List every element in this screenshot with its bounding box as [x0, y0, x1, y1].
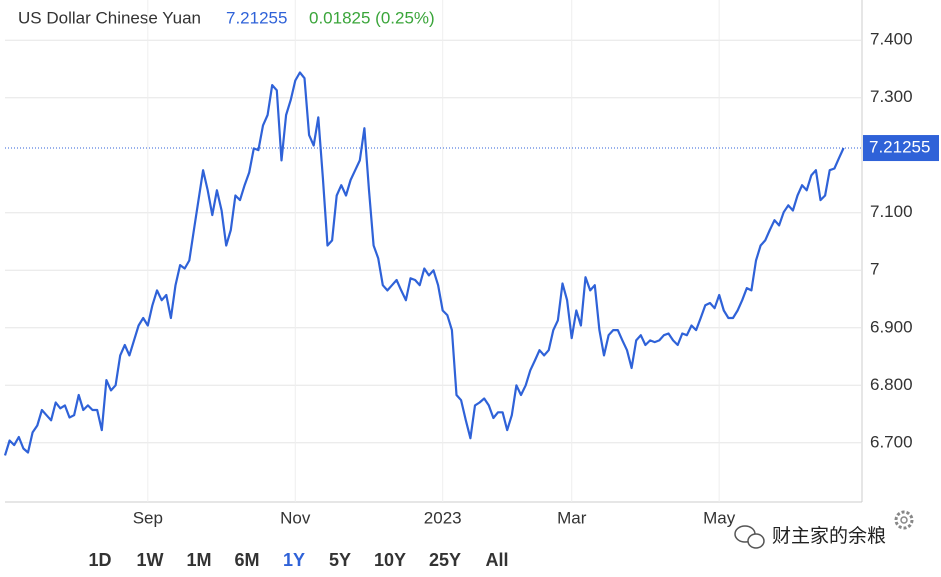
- chart-title: US Dollar Chinese Yuan: [18, 8, 201, 27]
- y-tick-label: 6.900: [870, 317, 913, 336]
- range-button[interactable]: 5Y: [329, 550, 351, 570]
- header-change: 0.01825 (0.25%): [309, 8, 435, 27]
- range-button[interactable]: 1D: [88, 550, 111, 570]
- price-line: [3, 71, 845, 456]
- watermark-text: 财主家的余粮: [772, 525, 886, 547]
- gear-hole[interactable]: [900, 516, 908, 524]
- x-tick-label: May: [703, 508, 736, 527]
- range-button[interactable]: 25Y: [429, 550, 461, 570]
- settings-icon[interactable]: [894, 510, 914, 530]
- y-tick-label: 6.700: [870, 432, 913, 451]
- x-tick-label: Sep: [133, 508, 163, 527]
- watermark: 财主家的余粮: [734, 525, 886, 549]
- y-tick-label: 7.300: [870, 87, 913, 106]
- x-tick-label: Mar: [557, 508, 587, 527]
- x-tick-label: 2023: [424, 508, 462, 527]
- x-tick-label: Nov: [280, 508, 311, 527]
- y-tick-label: 7.400: [870, 30, 913, 49]
- last-price-box: [863, 135, 939, 162]
- range-button[interactable]: All: [485, 550, 508, 570]
- y-tick-label: 6.800: [870, 375, 913, 394]
- range-button[interactable]: 6M: [234, 550, 259, 570]
- range-button[interactable]: 1W: [137, 550, 164, 570]
- last-price-label: 7.21255: [869, 138, 930, 157]
- wechat-icon: [747, 533, 765, 549]
- range-button[interactable]: 1Y: [283, 550, 305, 570]
- y-tick-label: 7.100: [870, 202, 913, 221]
- range-button[interactable]: 1M: [186, 550, 211, 570]
- gear[interactable]: [894, 510, 914, 530]
- y-tick-label: 7: [870, 260, 879, 279]
- header-price: 7.21255: [226, 8, 287, 27]
- range-button[interactable]: 10Y: [374, 550, 406, 570]
